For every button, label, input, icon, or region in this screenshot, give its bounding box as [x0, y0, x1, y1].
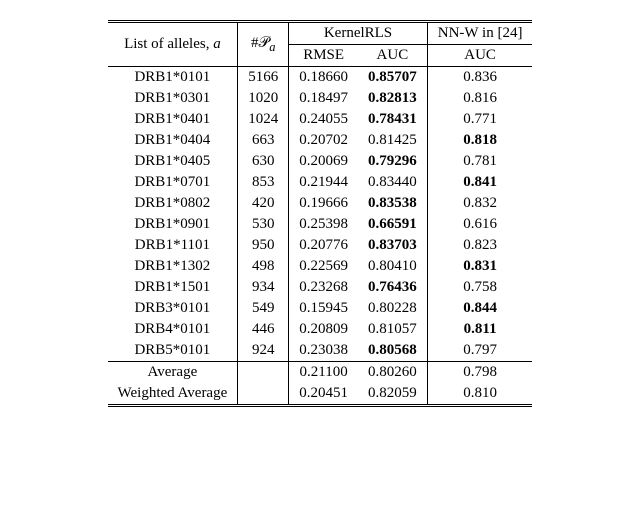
rmse-value: 0.21944 [289, 172, 358, 193]
auc-value: 0.83440 [358, 172, 427, 193]
header-count: #𝒫a [238, 22, 289, 67]
nnw-auc-value: 0.816 [427, 88, 532, 109]
nnw-auc-value: 0.844 [427, 298, 532, 319]
average-nn: 0.798 [427, 362, 532, 384]
auc-value: 0.85707 [358, 67, 427, 89]
nnw-auc-value: 0.616 [427, 214, 532, 235]
average-auc: 0.80260 [358, 362, 427, 384]
allele-count: 853 [238, 172, 289, 193]
rmse-value: 0.18660 [289, 67, 358, 89]
header-nnw: NN-W in [24] [427, 22, 532, 45]
allele-count: 924 [238, 340, 289, 362]
header-nnw-auc: AUC [427, 45, 532, 67]
auc-value: 0.80568 [358, 340, 427, 362]
rmse-value: 0.20702 [289, 130, 358, 151]
allele-count: 1020 [238, 88, 289, 109]
auc-value: 0.81425 [358, 130, 427, 151]
rmse-value: 0.25398 [289, 214, 358, 235]
rmse-value: 0.20069 [289, 151, 358, 172]
allele-name: DRB1*0301 [108, 88, 238, 109]
allele-name: DRB1*0405 [108, 151, 238, 172]
weighted-average-label: Weighted Average [108, 383, 238, 406]
allele-count: 5166 [238, 67, 289, 89]
auc-value: 0.78431 [358, 109, 427, 130]
rmse-value: 0.22569 [289, 256, 358, 277]
allele-name: DRB1*1501 [108, 277, 238, 298]
auc-value: 0.66591 [358, 214, 427, 235]
auc-value: 0.81057 [358, 319, 427, 340]
header-auc: AUC [358, 45, 427, 67]
allele-count: 549 [238, 298, 289, 319]
nnw-auc-value: 0.797 [427, 340, 532, 362]
nnw-auc-value: 0.771 [427, 109, 532, 130]
header-kernelrls: KernelRLS [289, 22, 428, 45]
weighted-average-nn: 0.810 [427, 383, 532, 406]
rmse-value: 0.15945 [289, 298, 358, 319]
rmse-value: 0.24055 [289, 109, 358, 130]
allele-name: DRB1*0101 [108, 67, 238, 89]
allele-count: 950 [238, 235, 289, 256]
weighted-average-auc: 0.82059 [358, 383, 427, 406]
allele-name: DRB1*1101 [108, 235, 238, 256]
rmse-value: 0.20809 [289, 319, 358, 340]
nnw-auc-value: 0.781 [427, 151, 532, 172]
allele-count: 663 [238, 130, 289, 151]
allele-count: 1024 [238, 109, 289, 130]
header-rmse: RMSE [289, 45, 358, 67]
average-label: Average [108, 362, 238, 384]
allele-name: DRB1*0404 [108, 130, 238, 151]
rmse-value: 0.23268 [289, 277, 358, 298]
auc-value: 0.80410 [358, 256, 427, 277]
header-alleles: List of alleles, a [108, 22, 238, 67]
allele-name: DRB1*0802 [108, 193, 238, 214]
rmse-value: 0.20776 [289, 235, 358, 256]
weighted-average-n [238, 383, 289, 406]
results-table: List of alleles, a #𝒫a KernelRLS NN-W in… [108, 20, 533, 407]
allele-name: DRB1*0401 [108, 109, 238, 130]
nnw-auc-value: 0.811 [427, 319, 532, 340]
auc-value: 0.76436 [358, 277, 427, 298]
allele-name: DRB4*0101 [108, 319, 238, 340]
nnw-auc-value: 0.841 [427, 172, 532, 193]
allele-name: DRB1*0901 [108, 214, 238, 235]
nnw-auc-value: 0.832 [427, 193, 532, 214]
nnw-auc-value: 0.823 [427, 235, 532, 256]
nnw-auc-value: 0.818 [427, 130, 532, 151]
allele-name: DRB1*0701 [108, 172, 238, 193]
auc-value: 0.83538 [358, 193, 427, 214]
allele-count: 630 [238, 151, 289, 172]
nnw-auc-value: 0.836 [427, 67, 532, 89]
allele-count: 934 [238, 277, 289, 298]
allele-name: DRB3*0101 [108, 298, 238, 319]
rmse-value: 0.18497 [289, 88, 358, 109]
nnw-auc-value: 0.758 [427, 277, 532, 298]
auc-value: 0.83703 [358, 235, 427, 256]
rmse-value: 0.23038 [289, 340, 358, 362]
nnw-auc-value: 0.831 [427, 256, 532, 277]
allele-count: 498 [238, 256, 289, 277]
auc-value: 0.82813 [358, 88, 427, 109]
allele-count: 420 [238, 193, 289, 214]
average-n [238, 362, 289, 384]
weighted-average-rmse: 0.20451 [289, 383, 358, 406]
allele-name: DRB5*0101 [108, 340, 238, 362]
allele-count: 446 [238, 319, 289, 340]
allele-count: 530 [238, 214, 289, 235]
allele-name: DRB1*1302 [108, 256, 238, 277]
auc-value: 0.79296 [358, 151, 427, 172]
average-rmse: 0.21100 [289, 362, 358, 384]
auc-value: 0.80228 [358, 298, 427, 319]
rmse-value: 0.19666 [289, 193, 358, 214]
